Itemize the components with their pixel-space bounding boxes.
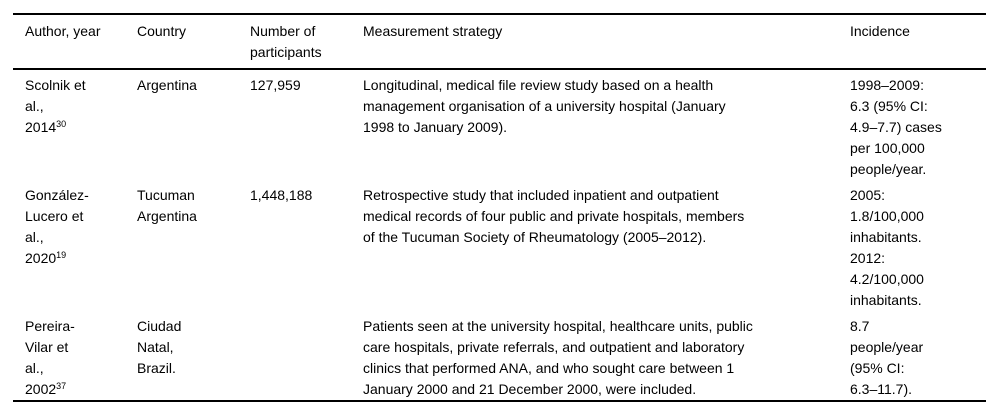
participants-text: 1,448,188 [250, 187, 313, 203]
incidence-cell: 8.7 people/year (95% CI: 6.3–11.7). [850, 311, 986, 401]
table-row: Pereira- Vilar et al., 200237 Ciudad Nat… [13, 311, 986, 401]
author-text: Pereira- Vilar et al., 2002 [25, 318, 75, 397]
reference-superscript: 19 [56, 250, 67, 260]
table-row: González- Lucero et al., 202019 Tucuman … [13, 180, 986, 311]
incidence-cell: 2005: 1.8/100,000 inhabitants. 2012: 4.2… [850, 180, 986, 311]
table-body: Scolnik et al., 201430 Argentina 127,959… [13, 69, 986, 401]
col-header-incidence: Incidence [850, 14, 986, 69]
col-header-country: Country [137, 14, 250, 69]
country-cell: Tucuman Argentina [137, 180, 250, 311]
strategy-cell: Patients seen at the university hospital… [363, 311, 850, 401]
col-header-participants-label: Number of participants [250, 23, 322, 60]
reference-superscript: 30 [56, 119, 67, 129]
author-cell: Pereira- Vilar et al., 200237 [13, 311, 137, 401]
country-text: Argentina [137, 77, 197, 93]
incidence-text: 1998–2009: 6.3 (95% CI: 4.9–7.7) cases p… [850, 77, 942, 177]
author-text: González- Lucero et al., 2020 [25, 187, 89, 266]
incidence-cell: 1998–2009: 6.3 (95% CI: 4.9–7.7) cases p… [850, 69, 986, 180]
col-header-author-year: Author, year [13, 14, 137, 69]
incidence-text: 8.7 people/year (95% CI: 6.3–11.7). [850, 318, 924, 397]
strategy-cell: Retrospective study that included inpati… [363, 180, 850, 311]
col-header-author-year-label: Author, year [25, 23, 101, 39]
reference-superscript: 37 [56, 381, 67, 391]
participants-cell: 1,448,188 [250, 180, 363, 311]
strategy-cell: Longitudinal, medical file review study … [363, 69, 850, 180]
author-text: Scolnik et al., 2014 [25, 77, 86, 135]
author-cell: Scolnik et al., 201430 [13, 69, 137, 180]
incidence-studies-table: Author, year Country Number of participa… [13, 13, 986, 402]
participants-cell: 127,959 [250, 69, 363, 180]
table-row: Scolnik et al., 201430 Argentina 127,959… [13, 69, 986, 180]
country-cell: Ciudad Natal, Brazil. [137, 311, 250, 401]
country-cell: Argentina [137, 69, 250, 180]
strategy-text: Retrospective study that included inpati… [363, 187, 745, 245]
strategy-text: Patients seen at the university hospital… [363, 318, 753, 397]
incidence-text: 2005: 1.8/100,000 inhabitants. 2012: 4.2… [850, 187, 924, 308]
participants-text: 127,959 [250, 77, 301, 93]
country-text: Tucuman Argentina [137, 187, 197, 224]
col-header-measurement-strategy-label: Measurement strategy [363, 23, 503, 39]
col-header-country-label: Country [137, 23, 187, 39]
col-header-measurement-strategy: Measurement strategy [363, 14, 850, 69]
col-header-participants: Number of participants [250, 14, 363, 69]
strategy-text: Longitudinal, medical file review study … [363, 77, 726, 135]
participants-cell [250, 311, 363, 401]
header-row: Author, year Country Number of participa… [13, 14, 986, 69]
table-header: Author, year Country Number of participa… [13, 14, 986, 69]
country-text: Ciudad Natal, Brazil. [137, 318, 182, 376]
col-header-incidence-label: Incidence [850, 23, 910, 39]
author-cell: González- Lucero et al., 202019 [13, 180, 137, 311]
